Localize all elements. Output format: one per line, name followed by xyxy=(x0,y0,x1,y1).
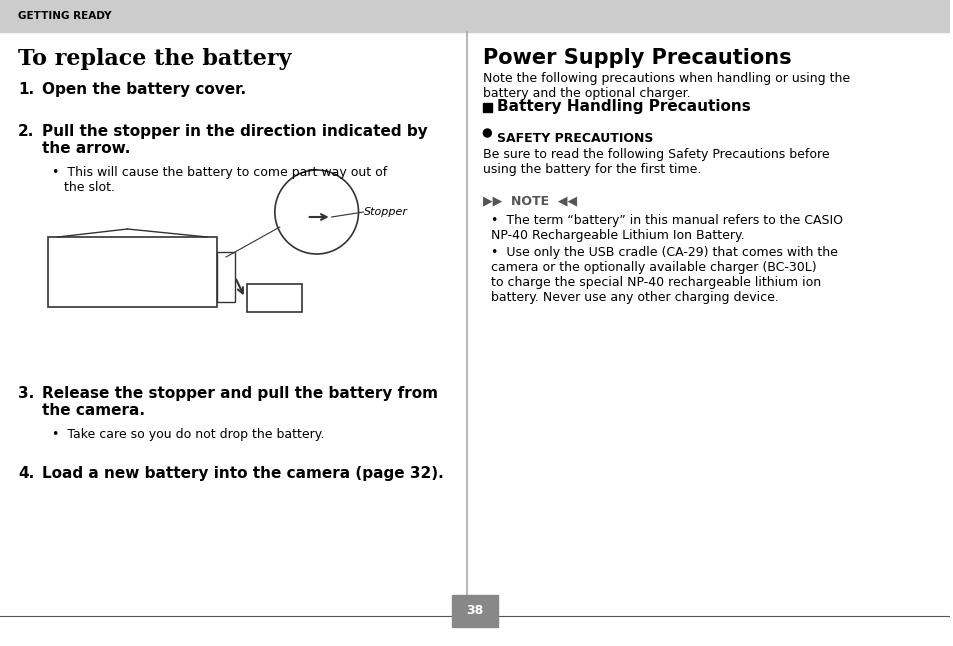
Text: Pull the stopper in the direction indicated by
the arrow.: Pull the stopper in the direction indica… xyxy=(42,124,427,156)
Text: Release the stopper and pull the battery from
the camera.: Release the stopper and pull the battery… xyxy=(42,386,437,419)
Text: Load a new battery into the camera (page 32).: Load a new battery into the camera (page… xyxy=(42,466,443,481)
Text: 3.: 3. xyxy=(18,386,34,401)
Text: GETTING READY: GETTING READY xyxy=(18,11,112,21)
Text: To replace the battery: To replace the battery xyxy=(18,48,291,70)
Text: 4.: 4. xyxy=(18,466,34,481)
Bar xyxy=(48,237,217,307)
Text: •  This will cause the battery to come part way out of
   the slot.: • This will cause the battery to come pa… xyxy=(51,166,387,194)
Text: •  Use only the USB cradle (CA-29) that comes with the
camera or the optionally : • Use only the USB cradle (CA-29) that c… xyxy=(491,246,838,304)
Text: ▶▶  NOTE  ◀◀: ▶▶ NOTE ◀◀ xyxy=(483,194,577,207)
Text: 38: 38 xyxy=(466,605,483,618)
Text: •  Take care so you do not drop the battery.: • Take care so you do not drop the batte… xyxy=(51,428,324,441)
Text: Battery Handling Precautions: Battery Handling Precautions xyxy=(497,98,750,114)
Circle shape xyxy=(483,129,491,137)
Text: Open the battery cover.: Open the battery cover. xyxy=(42,82,246,97)
Text: 1.: 1. xyxy=(18,82,34,97)
Text: •  The term “battery” in this manual refers to the CASIO
NP-40 Rechargeable Lith: • The term “battery” in this manual refe… xyxy=(491,214,842,242)
Text: Power Supply Precautions: Power Supply Precautions xyxy=(483,48,791,68)
Bar xyxy=(483,103,492,112)
Text: 2.: 2. xyxy=(18,124,34,139)
Bar xyxy=(247,284,301,312)
Bar xyxy=(452,595,497,627)
Text: SAFETY PRECAUTIONS: SAFETY PRECAUTIONS xyxy=(497,132,653,145)
Text: Note the following precautions when handling or using the
battery and the option: Note the following precautions when hand… xyxy=(483,72,849,100)
Text: Be sure to read the following Safety Precautions before
using the battery for th: Be sure to read the following Safety Pre… xyxy=(483,148,829,176)
Bar xyxy=(217,252,234,302)
Text: Stopper: Stopper xyxy=(363,207,407,217)
Bar xyxy=(0,0,949,32)
